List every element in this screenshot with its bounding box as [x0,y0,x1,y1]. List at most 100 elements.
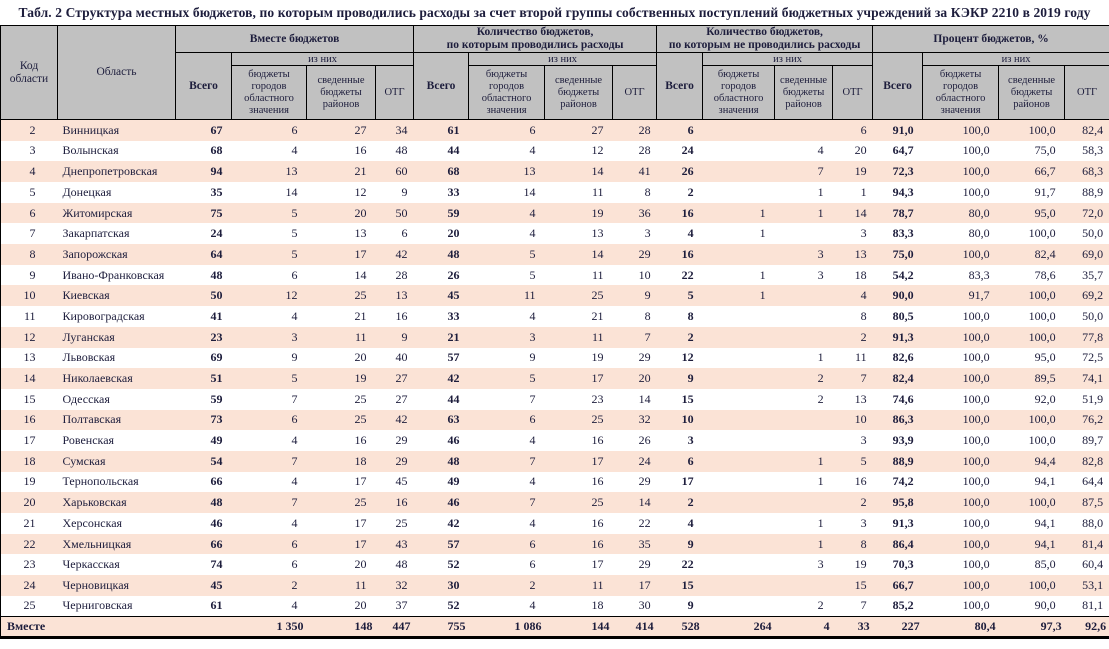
cell-value: 48 [210,495,223,510]
cell-value: 20 [354,557,367,572]
cell-value: 85,0 [1034,557,1056,572]
cell-value: 2 [529,577,536,592]
cell-value: 45 [395,474,408,489]
cell-value: 67 [210,123,223,138]
cell-region-name: Донецкая [62,184,112,199]
header-of-them-3: из них [702,52,874,67]
cell-value: 27 [395,371,408,386]
cell-region-name: Черниговская [62,598,133,613]
table-row: 7 Закарпатская 24 5 13 6 20 4 13 3 4 1 3 83,3 80,0 100,… [1,223,1109,244]
cell-value: 85,2 [892,598,914,613]
cell-value: 18 [854,267,867,282]
cell-value: 82,8 [1082,453,1104,468]
cell-region-name: Волынская [62,143,119,158]
cell-value: 95,0 [1034,205,1056,220]
cell-value: 11 [354,577,367,592]
cell-value: 3 [817,246,824,261]
header-group-all-budgets: Вместе бюджетов [174,24,415,54]
cell-value: 1 [817,474,824,489]
cell-value: 52 [447,598,460,613]
cell-value: 100,0 [962,453,990,468]
header-group-percent: Процент бюджетов, % [872,24,1109,54]
cell-region-name: Херсонская [62,515,123,530]
cell-value: 50,0 [1082,308,1104,323]
cell-value: 6 [687,123,694,138]
cell-value: 35 [638,536,651,551]
cell-value: 28 [638,123,651,138]
cell-value: 24 [638,453,651,468]
cell-value: 4 [529,308,536,323]
cell-value: 66,7 [1034,164,1056,179]
cell-value: 12 [285,288,298,303]
header-city-budgets-3: бюджеты городов областного значения [702,65,776,121]
cell-value: 19 [591,205,604,220]
cell-value: 27 [591,123,604,138]
cell-value: 49 [447,474,460,489]
cell-value: 17 [354,515,367,530]
cell-value: 90,0 [892,288,914,303]
cell-value: 46 [447,495,460,510]
cell-value: 4 [529,474,536,489]
cell-value: 13 [354,226,367,241]
totals-label: Вместе [7,618,46,633]
cell-region-code: 6 [29,205,36,220]
cell-value [775,575,833,596]
cell-value: 45 [210,577,223,592]
cell-value [703,575,775,596]
cell-value: 49 [210,433,223,448]
cell-value: 54 [210,453,223,468]
cell-value: 16 [591,536,604,551]
totals-value: 264 [753,618,772,633]
cell-value [703,410,775,431]
cell-region-code: 3 [29,143,36,158]
table-row: 18 Сумская 54 7 18 29 48 7 17 24 6 1 5 88,9 100,0 94,4 8… [0,450,1109,472]
cell-value: 8 [644,184,651,199]
cell-value: 3 [529,329,536,344]
cell-value: 14 [591,164,604,179]
cell-value: 14 [523,184,536,199]
cell-value: 100,0 [962,350,990,365]
cell-value: 100,0 [1028,329,1056,344]
cell-value: 6 [529,557,536,572]
cell-value: 50 [395,205,408,220]
cell-value: 16 [354,143,367,158]
totals-value [176,616,232,637]
cell-value: 30 [447,577,460,592]
cell-value: 7 [529,453,536,468]
cell-region-code: 11 [23,308,36,323]
cell-value: 100,0 [962,371,990,386]
budget-table: Код области Область Вместе бюджетов Коли… [0,24,1109,639]
cell-region-name: Тернопольская [62,474,139,489]
cell-value: 28 [638,143,651,158]
cell-value: 48 [210,267,223,282]
cell-value: 100,0 [962,246,990,261]
cell-value: 21 [354,164,367,179]
cell-value: 10 [638,267,651,282]
cell-value: 68,3 [1082,164,1104,179]
cell-value: 54,2 [892,267,914,282]
cell-value [775,120,833,141]
cell-value: 94,1 [1034,474,1056,489]
cell-region-code: 20 [23,495,36,510]
cell-value: 4 [291,433,298,448]
cell-region-name: Николаевская [62,371,133,386]
cell-region-code: 19 [23,474,36,489]
cell-value: 50 [210,288,223,303]
cell-value: 1 [817,350,824,365]
cell-value [703,596,775,617]
cell-value: 46 [210,515,223,530]
cell-value: 6 [291,536,298,551]
cell-value: 83,3 [892,226,914,241]
cell-value: 16 [854,474,867,489]
cell-value: 35 [210,184,223,199]
cell-value: 83,3 [968,267,990,282]
cell-value: 7 [817,164,824,179]
cell-value: 32 [395,577,408,592]
cell-value: 4 [291,474,298,489]
cell-value: 87,5 [1082,495,1104,510]
cell-value [775,306,833,327]
table-row: 21 Херсонская 46 4 17 25 42 4 16 22 4 1 3 91,3 100,0 94… [1,513,1109,534]
cell-region-code: 13 [23,350,36,365]
cell-value: 29 [638,246,651,261]
cell-value: 20 [354,598,367,613]
